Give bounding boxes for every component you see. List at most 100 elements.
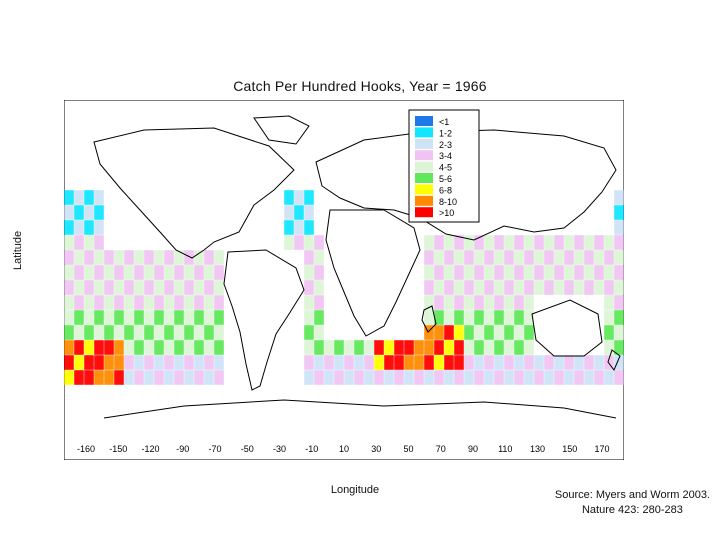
catch-cell <box>144 340 154 355</box>
catch-cell <box>564 280 574 295</box>
catch-cell <box>84 265 94 280</box>
map-plot: <11-22-33-44-55-66-88-10>10 908070605040… <box>47 99 625 461</box>
catch-cell <box>534 235 544 250</box>
catch-cell <box>84 370 94 385</box>
catch-cell <box>614 265 624 280</box>
catch-cell <box>104 265 114 280</box>
catch-cell <box>144 370 154 385</box>
catch-cell <box>144 280 154 295</box>
catch-cell <box>514 340 524 355</box>
catch-cell <box>104 370 114 385</box>
catch-cell <box>154 325 164 340</box>
catch-cell <box>134 310 144 325</box>
catch-cell <box>504 250 514 265</box>
catch-cell <box>84 340 94 355</box>
catch-cell <box>414 355 424 370</box>
catch-cell <box>454 250 464 265</box>
x-tick-label: 90 <box>468 444 478 454</box>
catch-cell <box>214 355 224 370</box>
catch-cell <box>404 340 414 355</box>
catch-cell <box>84 220 94 235</box>
new-zealand <box>607 349 621 371</box>
catch-cell <box>314 265 324 280</box>
catch-cell <box>84 280 94 295</box>
catch-cell <box>184 355 194 370</box>
catch-cell <box>94 190 104 205</box>
catch-cell <box>494 340 504 355</box>
catch-cell <box>104 355 114 370</box>
catch-cell <box>434 340 444 355</box>
catch-cell <box>214 265 224 280</box>
catch-cell <box>114 325 124 340</box>
catch-cell <box>384 340 394 355</box>
catch-cell <box>524 295 534 310</box>
catch-cell <box>114 355 124 370</box>
catch-cell <box>74 295 84 310</box>
catch-cell <box>454 325 464 340</box>
catch-cell <box>174 295 184 310</box>
catch-cell <box>424 310 434 325</box>
x-tick-label: -10 <box>305 444 318 454</box>
catch-cell <box>424 325 434 340</box>
catch-cell <box>484 355 494 370</box>
catch-cell <box>94 325 104 340</box>
catch-cell <box>534 370 544 385</box>
catch-cell <box>504 295 514 310</box>
catch-cell <box>74 235 84 250</box>
catch-cell <box>614 340 624 355</box>
catch-cell <box>434 280 444 295</box>
catch-cell <box>544 370 554 385</box>
catch-cell <box>134 280 144 295</box>
catch-cell <box>314 250 324 265</box>
catch-cell <box>604 250 614 265</box>
catch-cell <box>454 370 464 385</box>
catch-cell <box>574 250 584 265</box>
catch-cell <box>424 355 434 370</box>
catch-cell <box>84 205 94 220</box>
catch-cell <box>174 250 184 265</box>
source-line-1: Source: Myers and Worm 2003. <box>554 489 710 501</box>
catch-cell <box>584 235 594 250</box>
catch-cell <box>524 325 534 340</box>
catch-cell <box>444 310 454 325</box>
catch-cell <box>64 370 74 385</box>
catch-cell <box>424 235 434 250</box>
catch-cell <box>134 355 144 370</box>
catch-cell <box>524 370 534 385</box>
catch-cell <box>124 250 134 265</box>
catch-cell <box>194 310 204 325</box>
catch-cell <box>434 250 444 265</box>
catch-cell <box>594 265 604 280</box>
catch-cell <box>214 280 224 295</box>
catch-cell <box>614 235 624 250</box>
catch-cell <box>94 235 104 250</box>
catch-cell <box>204 265 214 280</box>
source-citation: Source: Myers and Worm 2003. Nature 423:… <box>555 488 710 518</box>
catch-cell <box>314 235 324 250</box>
catch-cell <box>74 265 84 280</box>
catch-cell <box>414 340 424 355</box>
catch-cell <box>434 370 444 385</box>
catch-cell <box>514 235 524 250</box>
catch-cell <box>134 370 144 385</box>
catch-cell <box>354 370 364 385</box>
catch-cell <box>604 235 614 250</box>
catch-cell <box>64 265 74 280</box>
x-tick-label: 30 <box>371 444 381 454</box>
catch-cell <box>204 295 214 310</box>
catch-cell <box>514 370 524 385</box>
catch-cell <box>564 235 574 250</box>
catch-cell <box>64 235 74 250</box>
x-tick-label: 10 <box>339 444 349 454</box>
x-tick-label: -50 <box>241 444 254 454</box>
catch-cell <box>64 190 74 205</box>
catch-cell <box>174 310 184 325</box>
catch-cell <box>544 235 554 250</box>
x-tick-label: 50 <box>403 444 413 454</box>
catch-cell <box>504 340 514 355</box>
x-tick-label: -90 <box>176 444 189 454</box>
catch-cell <box>494 310 504 325</box>
antarctica <box>103 399 617 419</box>
catch-cell <box>614 280 624 295</box>
catch-cell <box>614 325 624 340</box>
